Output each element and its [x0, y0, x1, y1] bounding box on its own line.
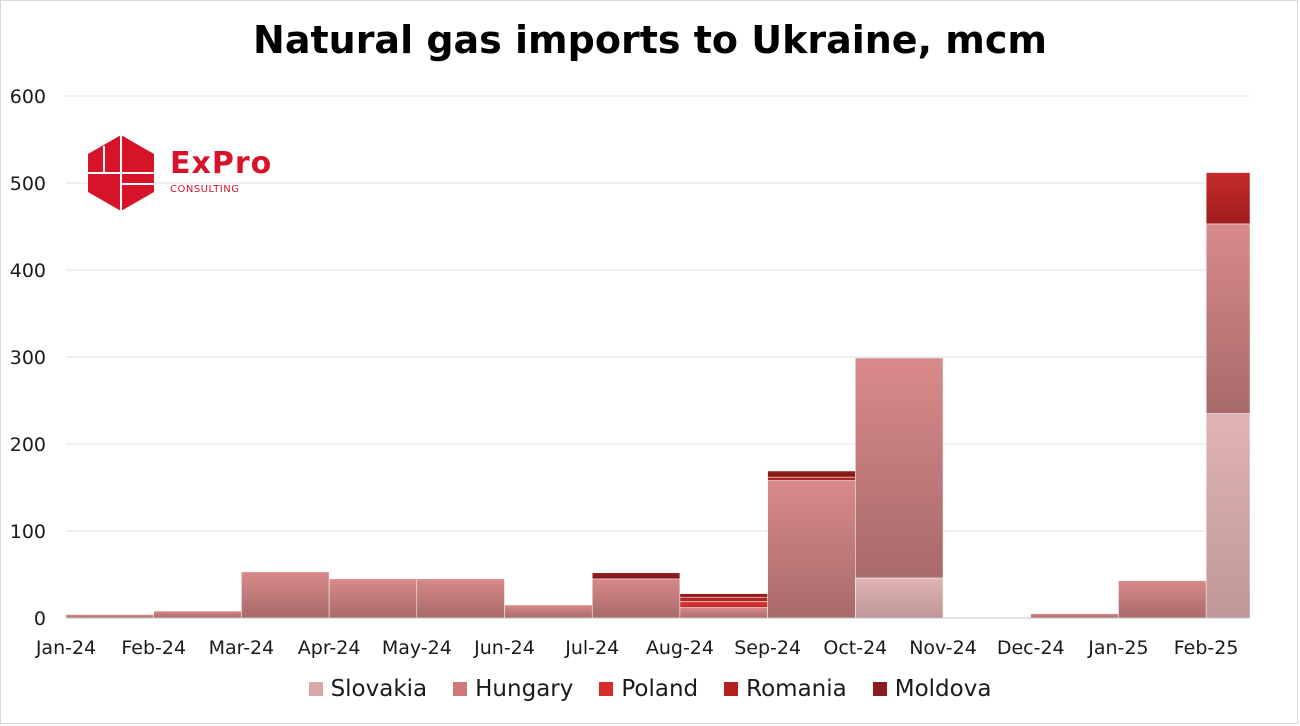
bar-moldova-oct-24: [855, 358, 943, 359]
legend-item-romania: Romania: [724, 676, 847, 702]
legend-item-moldova: Moldova: [873, 676, 992, 702]
x-tick-label: Dec-24: [997, 637, 1065, 659]
y-tick-label: 400: [10, 260, 46, 282]
legend-label: Moldova: [895, 676, 992, 702]
expro-logo: ExPro CONSULTING: [86, 134, 306, 214]
bar-hungary-may-24: [417, 579, 505, 618]
x-tick-label: Feb-25: [1174, 637, 1239, 659]
legend-item-slovakia: Slovakia: [309, 676, 428, 702]
bar-hungary-jan-24: [66, 615, 154, 618]
bar-hungary-apr-24: [329, 579, 417, 618]
x-tick-label: Jul-24: [564, 637, 619, 659]
legend-swatch: [453, 682, 467, 696]
y-tick-label: 600: [10, 86, 46, 108]
bar-hungary-dec-24: [1031, 614, 1119, 618]
legend-swatch: [309, 682, 323, 696]
bar-moldova-aug-24: [680, 594, 768, 597]
bar-hungary-jun-24: [505, 605, 593, 618]
legend-label: Hungary: [475, 676, 573, 702]
legend-label: Romania: [746, 676, 847, 702]
x-tick-label: Aug-24: [646, 637, 714, 659]
x-tick-label: Jan-25: [1087, 637, 1148, 659]
x-tick-label: Mar-24: [209, 637, 275, 659]
bar-hungary-jan-25: [1118, 581, 1206, 618]
x-tick-label: Nov-24: [909, 637, 977, 659]
logo-cube-icon: [86, 134, 156, 214]
legend-swatch: [873, 682, 887, 696]
bar-romania-feb-25: [1206, 173, 1250, 224]
y-tick-label: 200: [10, 434, 46, 456]
bar-slovakia-oct-24: [855, 578, 943, 618]
bar-romania-sep-24: [768, 477, 856, 480]
bar-hungary-oct-24: [855, 359, 943, 578]
bar-poland-aug-24: [680, 601, 768, 607]
legend-swatch: [599, 682, 613, 696]
x-tick-label: Jun-24: [473, 637, 535, 659]
bar-hungary-sep-24: [768, 481, 856, 618]
bar-hungary-mar-24: [241, 572, 329, 618]
legend-label: Poland: [621, 676, 698, 702]
y-tick-label: 0: [34, 608, 46, 630]
x-tick-label: Jan-24: [35, 637, 96, 659]
bar-moldova-jul-24: [592, 573, 680, 579]
y-tick-label: 300: [10, 347, 46, 369]
logo-subtitle: CONSULTING: [170, 184, 239, 195]
bar-hungary-aug-24: [680, 608, 768, 618]
legend-swatch: [724, 682, 738, 696]
x-tick-label: Apr-24: [298, 637, 361, 659]
bar-hungary-jul-24: [592, 579, 680, 618]
bar-romania-aug-24: [680, 597, 768, 601]
x-tick-label: Oct-24: [823, 637, 887, 659]
bar-hungary-feb-24: [154, 611, 242, 618]
x-tick-label: Sep-24: [734, 637, 801, 659]
bar-hungary-feb-25: [1206, 224, 1250, 414]
chart-legend: Slovakia Hungary Poland Romania Moldova: [0, 676, 1300, 702]
bar-moldova-sep-24: [768, 471, 856, 477]
logo-wordmark: ExPro: [170, 146, 272, 181]
x-tick-label: May-24: [382, 637, 452, 659]
y-tick-label: 500: [10, 173, 46, 195]
x-tick-label: Feb-24: [121, 637, 186, 659]
legend-item-hungary: Hungary: [453, 676, 573, 702]
legend-item-poland: Poland: [599, 676, 698, 702]
bar-slovakia-feb-25: [1206, 414, 1250, 618]
y-tick-label: 100: [10, 521, 46, 543]
legend-label: Slovakia: [331, 676, 428, 702]
